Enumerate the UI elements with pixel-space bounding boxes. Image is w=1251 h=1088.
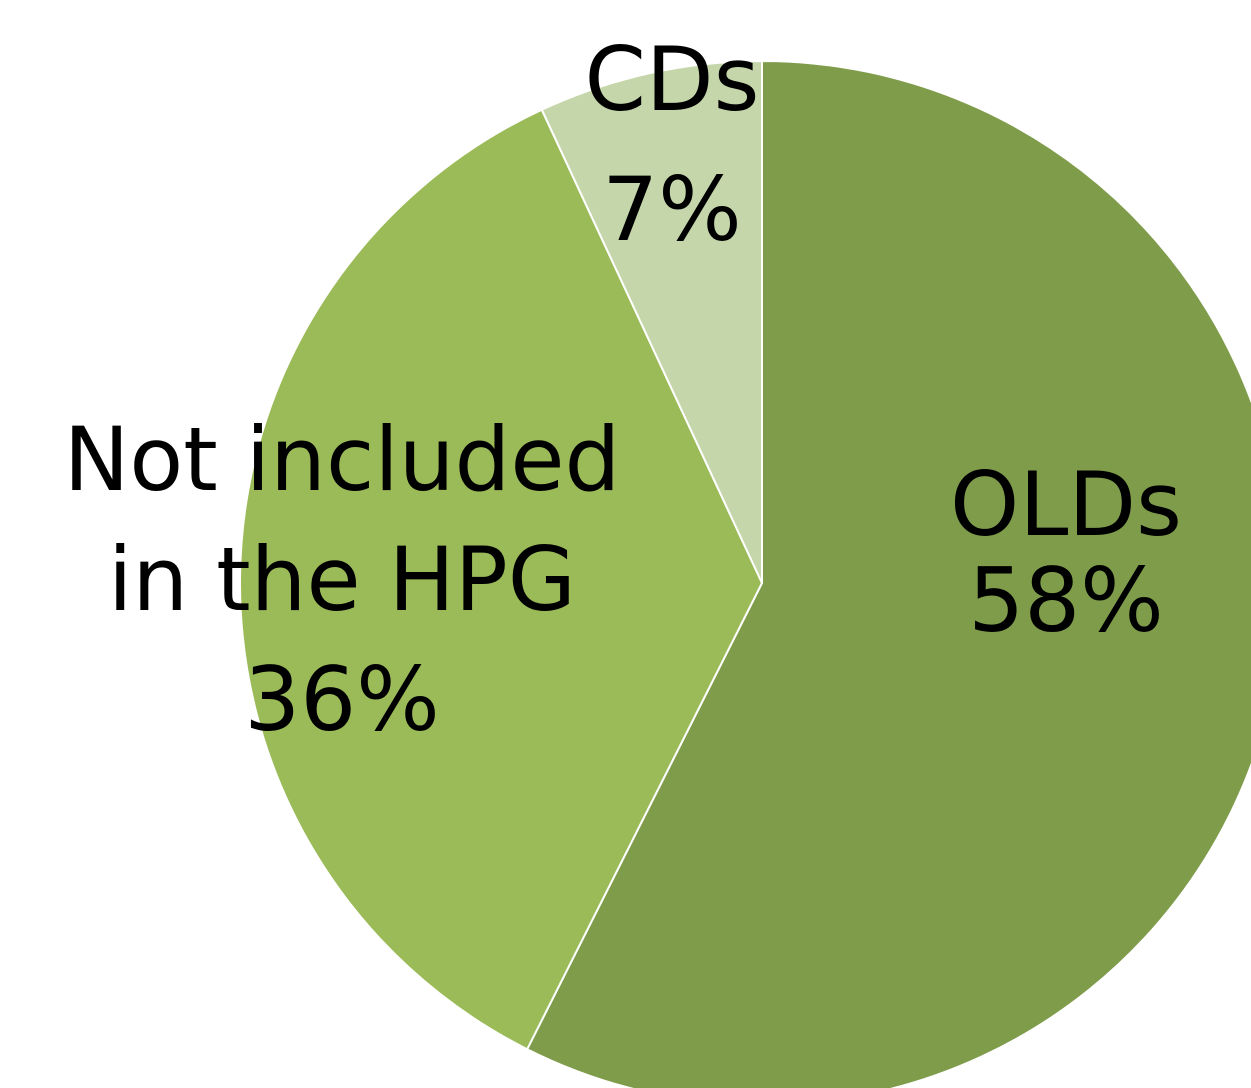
pie-slices xyxy=(239,59,1251,1088)
data-label-olds: 58% xyxy=(968,549,1164,652)
slice-label-cds: CDs 7% xyxy=(584,28,759,261)
data-label-not-included-in-the-hpg: 36% xyxy=(244,648,440,751)
pie-slice-cds xyxy=(540,59,763,584)
category-label-not-included-in-the-hpg-line-1: Not included xyxy=(64,408,621,511)
slice-label-not-included-in-the-hpg: Not included in the HPG 36% xyxy=(64,408,621,751)
category-label-not-included-in-the-hpg-line-2: in the HPG xyxy=(108,528,576,631)
pie-slice-olds xyxy=(525,59,1251,1088)
pie-slice-not-included-in-the-hpg xyxy=(239,108,764,1051)
category-label-olds-line-1: OLDs xyxy=(950,453,1182,556)
category-label-cds-line-1: CDs xyxy=(584,28,759,131)
data-label-cds: 7% xyxy=(602,158,742,261)
